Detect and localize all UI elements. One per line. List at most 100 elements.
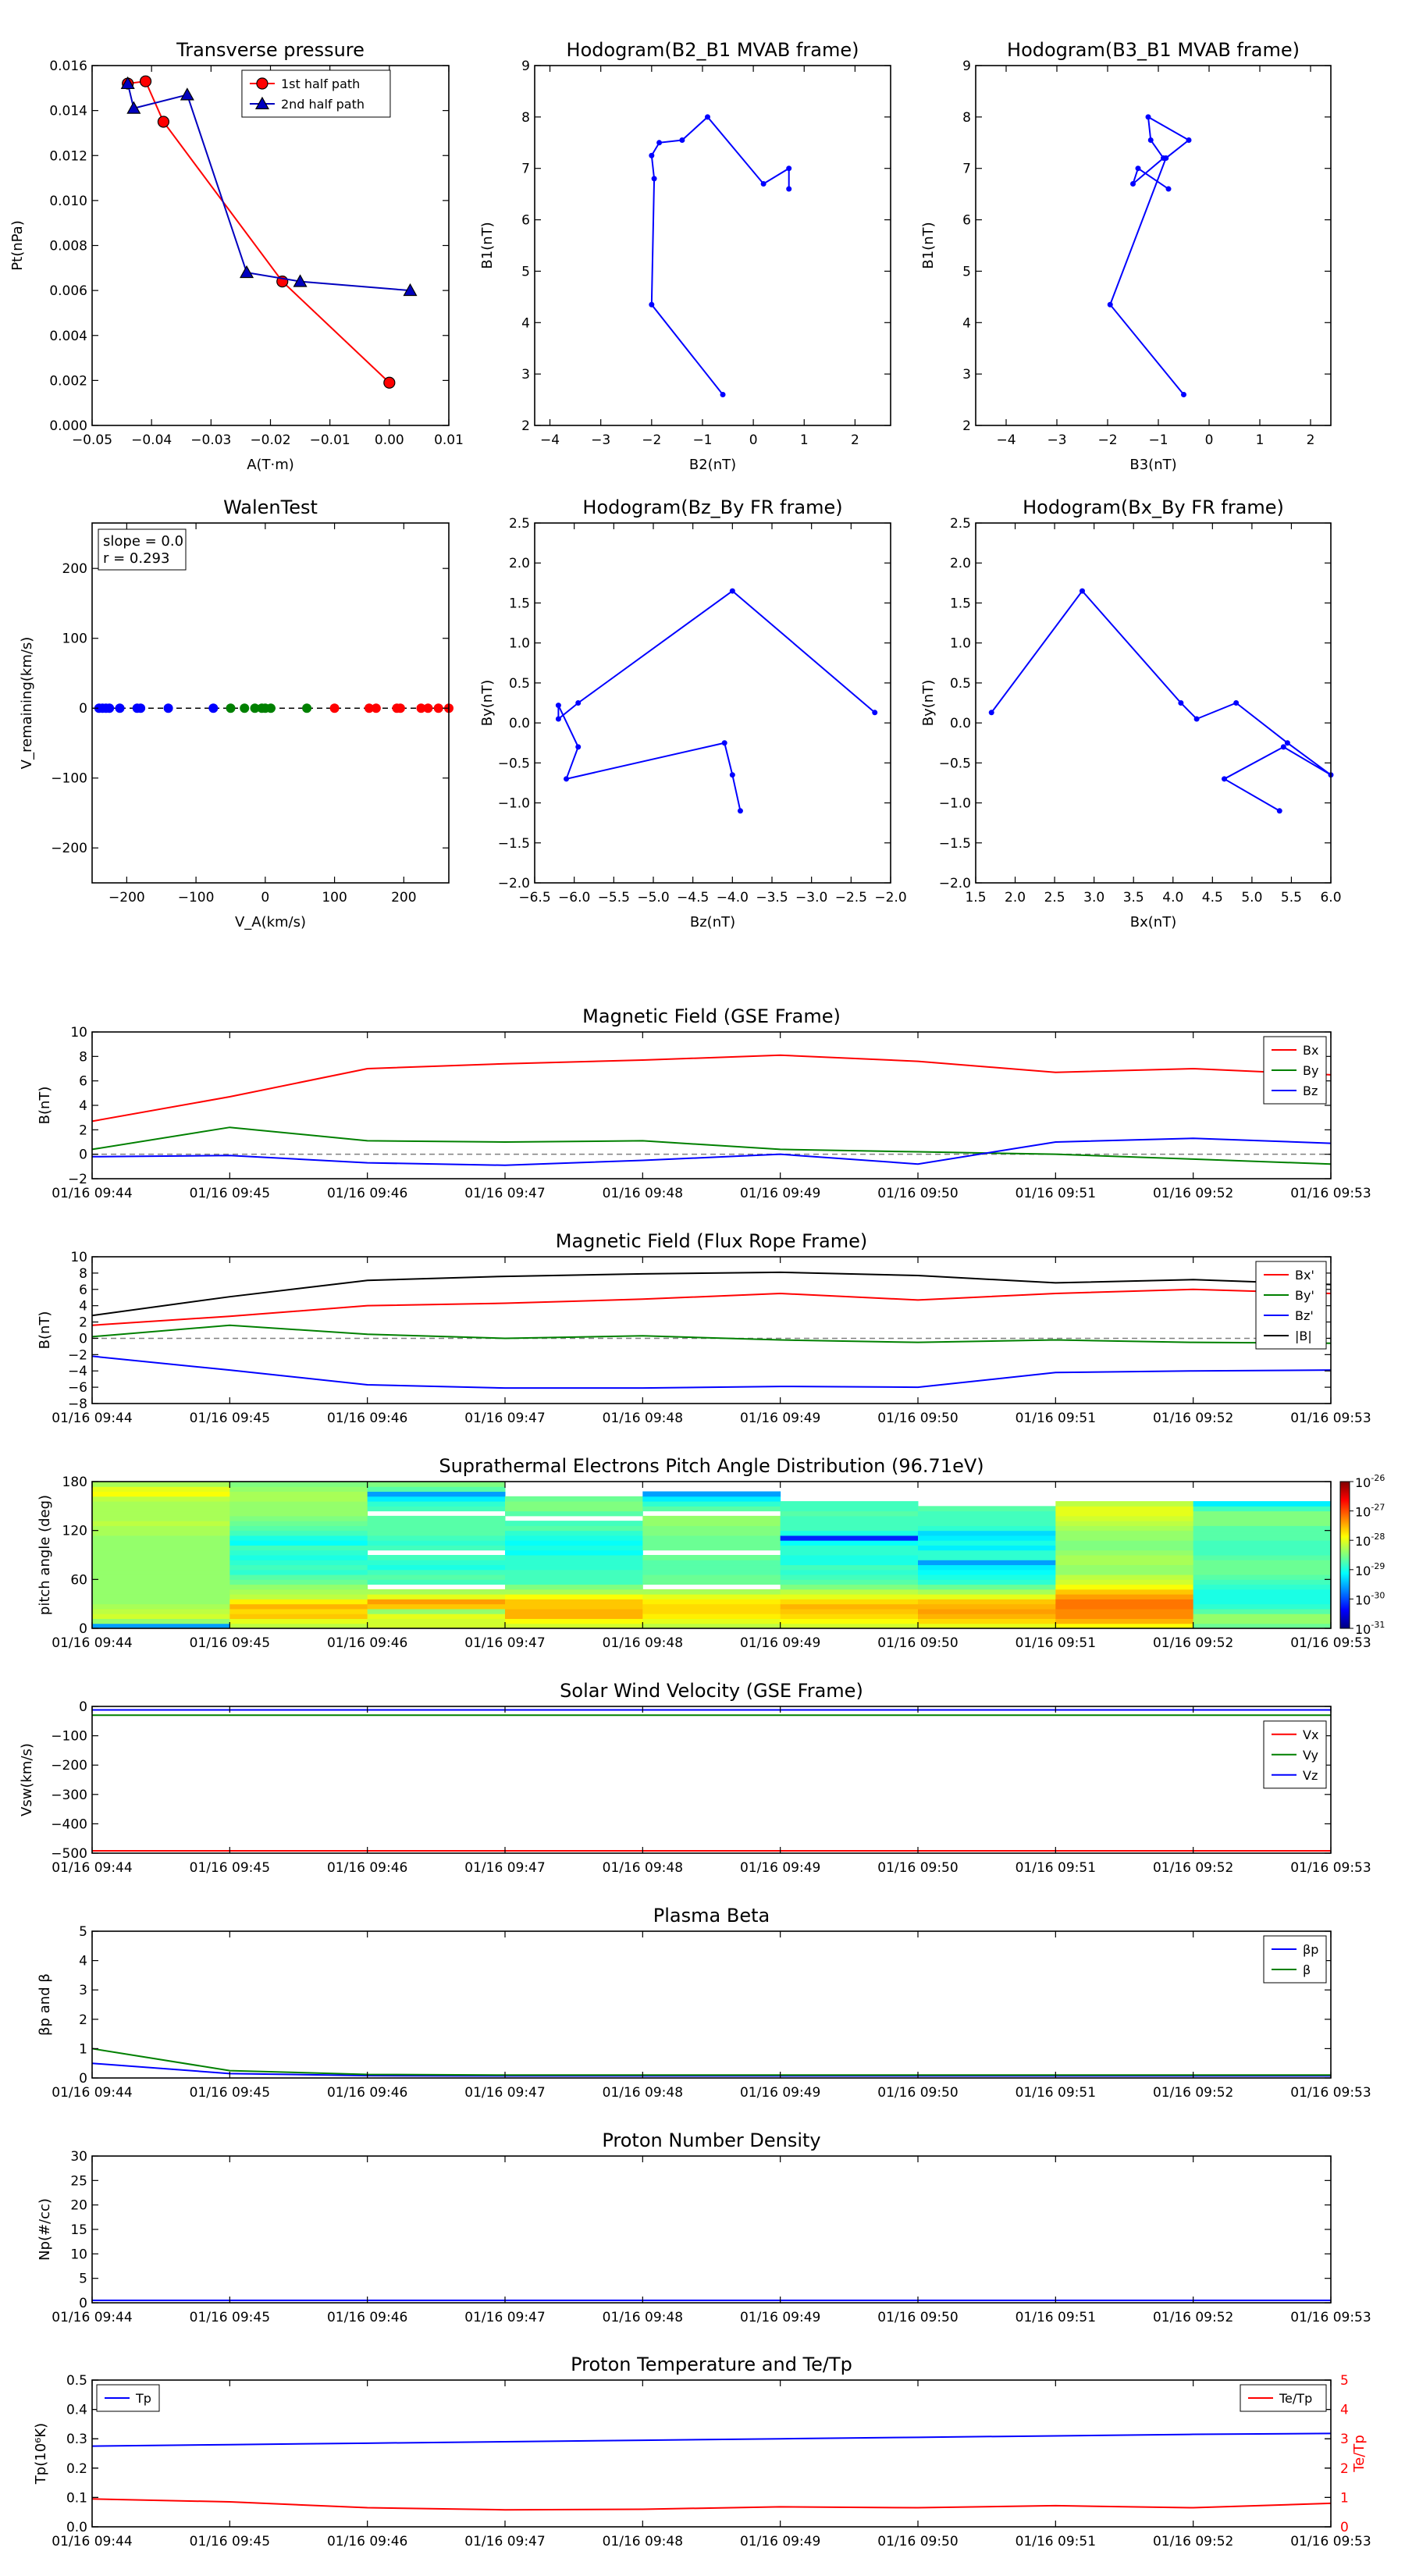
x-tick-label: 01/16 09:48 [603,1186,683,1201]
x-tick-label: −4 [540,432,560,448]
heatmap-cell [92,1569,230,1575]
heatmap-cell [1193,1608,1332,1614]
heatmap-cell [505,1496,643,1502]
y-tick-label: 0 [1340,2520,1349,2535]
y-tick-label: 2.0 [509,556,530,571]
y-tick-label: 8 [521,110,530,126]
heatmap-cell [918,1589,1056,1595]
heatmap-cell [92,1501,230,1507]
heatmap-cell [367,1594,506,1599]
heatmap-cell [229,1579,368,1585]
data-point [136,703,146,713]
data-point [1233,700,1240,706]
chart-title: Hodogram(Bz_By FR frame) [582,496,842,518]
x-tick-label: 01/16 09:46 [327,1186,407,1201]
x-tick-label: 100 [322,890,347,906]
chart-title: Magnetic Field (Flux Rope Frame) [556,1230,867,1252]
series-line-bz [91,1137,1332,1166]
legend-label: Bx' [1295,1268,1314,1283]
y-axis-label-right: Te/Tp [1351,2435,1368,2473]
y-tick-label: 0 [79,1699,87,1715]
x-tick-label: 0 [749,432,758,448]
colorbar-tick-label: 10-27 [1355,1503,1385,1520]
x-tick-label: −200 [108,890,145,906]
y-tick-label: 1.0 [509,636,530,652]
y-tick-label: 0.5 [950,676,971,692]
heatmap-cell [1055,1594,1194,1599]
data-point [329,703,340,713]
heatmap-cell [780,1599,919,1605]
heatmap-cell [505,1599,643,1605]
y-axis-label: B1(nT) [479,222,496,269]
heatmap-cell [918,1618,1056,1624]
heatmap-cell [367,1589,506,1595]
x-tick-label: −5.0 [637,890,669,906]
y-tick-label: 1 [1340,2490,1349,2506]
data-point [575,744,582,750]
heatmap-cell [505,1603,643,1610]
x-tick-label: 01/16 09:47 [464,1411,545,1426]
heatmap-cell [367,1530,506,1536]
heatmap-cell [642,1540,781,1546]
x-tick-label: 01/16 09:51 [1016,1860,1096,1876]
heatmap-cell [1193,1515,1332,1521]
heatmap-cell [642,1594,781,1599]
chart-title: Suprathermal Electrons Pitch Angle Distr… [439,1455,984,1477]
heatmap-cell [92,1550,230,1556]
chart-bfr: Magnetic Field (Flux Rope Frame) 01/16 09… [37,1230,1371,1426]
data-point [649,301,655,308]
series-line-bz- [91,1355,1332,1389]
x-tick-label: −100 [178,890,215,906]
legend-box [1255,1261,1327,1350]
x-tick-label: 6.0 [1320,890,1341,906]
heatmap-cell [367,1599,506,1605]
legend-label: |B| [1295,1329,1312,1343]
x-tick-label: 01/16 09:53 [1290,1411,1371,1426]
y-tick-label: 0.0 [509,716,530,731]
heatmap-cell [642,1608,781,1614]
chart-bgse: Magnetic Field (GSE Frame) 01/16 09:44 01/… [37,1005,1371,1201]
x-tick-label: 01/16 09:51 [1016,1635,1096,1651]
legend-marker [256,77,269,90]
y-tick-label: −200 [51,1758,87,1774]
series-line-0 [1109,116,1190,396]
data-point [403,283,418,297]
heatmap-cell [642,1599,781,1605]
x-tick-label: 3.0 [1083,890,1104,906]
heatmap-cell [1193,1506,1332,1512]
x-tick-label: 5.0 [1241,890,1262,906]
heatmap-cell [229,1594,368,1599]
chart-walen: WalenTest −200 −100 0 100 200 −200 −100 0 100 200 V… [19,496,454,930]
heatmap-cell [1055,1618,1194,1624]
heatmap-cell [918,1515,1056,1521]
heatmap-cell [505,1614,643,1619]
y-tick-label: 0.2 [66,2461,87,2477]
y-tick-label: 0.008 [49,239,87,254]
heatmap-cell [918,1540,1056,1546]
x-tick-label: 01/16 09:53 [1290,2085,1371,2101]
heatmap-cell [367,1555,506,1560]
data-point [737,808,743,814]
heatmap-cell [780,1614,919,1619]
heatmap-cell [1193,1564,1332,1571]
data-point [1165,186,1172,192]
legend: Bx' By' Bz' |B| [1255,1261,1327,1350]
y-tick-label: 5 [962,264,971,279]
heatmap-cell [1055,1569,1194,1575]
y-tick-label: 2 [79,1123,87,1138]
plot-frame [91,2379,1332,2528]
chart-title: Hodogram(Bx_By FR frame) [1023,496,1284,518]
heatmap-cell [229,1569,368,1575]
heatmap-cell [780,1525,919,1532]
data-point [1147,137,1154,143]
heatmap-cell [92,1603,230,1610]
y-tick-label: −2.0 [939,876,971,891]
data-point [364,703,374,713]
chart-np: Proton Number Density 01/16 09:44 01/16 09… [37,2129,1371,2325]
heatmap-cell [1193,1525,1332,1532]
series-line-0 [650,116,790,396]
y-axis-label: Np(#/cc) [37,2198,53,2261]
x-tick-label: 01/16 09:49 [740,1860,820,1876]
heatmap-cell [229,1545,368,1551]
y-tick-label: 3 [962,367,971,382]
